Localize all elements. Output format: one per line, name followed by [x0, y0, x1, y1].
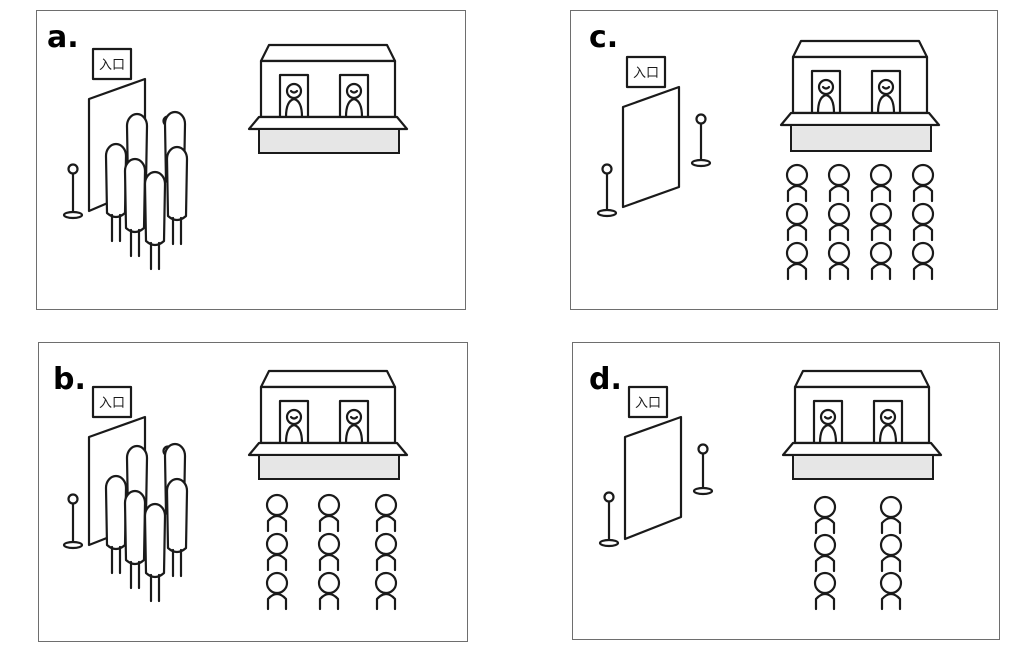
- queue-person: [317, 571, 341, 611]
- panel-c-illustration: 入口: [596, 39, 941, 281]
- ticket-clerk: [876, 78, 896, 115]
- panel-label: b.: [53, 362, 86, 397]
- panel-label: d.: [589, 362, 622, 397]
- entrance-crowd: [104, 442, 189, 603]
- entrance-door: [621, 85, 681, 209]
- ticket-clerk: [818, 408, 838, 445]
- ticket-clerk: [284, 82, 304, 119]
- queue-person: [785, 163, 809, 203]
- queue-person: [813, 495, 837, 535]
- queue-person: [911, 202, 935, 242]
- queue-person: [265, 571, 289, 611]
- panel-a-illustration: 入口: [62, 43, 409, 271]
- panel-b: b. 入口: [38, 342, 468, 642]
- ticket-queue: [813, 495, 903, 611]
- queue-person: [785, 202, 809, 242]
- panel-d-illustration: 入口: [598, 369, 943, 611]
- entrance-sign-text: 入口: [99, 58, 125, 73]
- entrance-door: [623, 415, 683, 541]
- entrance-sign-text: 入口: [635, 396, 661, 411]
- panel-a: a. 入口: [36, 10, 466, 310]
- ticket-clerk: [344, 408, 364, 445]
- queue-person: [879, 533, 903, 573]
- stanchion-post: [62, 493, 84, 550]
- queue-person: [317, 532, 341, 572]
- panel-label: a.: [47, 20, 79, 55]
- entrance-sign: 入口: [91, 47, 133, 81]
- queue-person: [827, 241, 851, 281]
- queue-person: [374, 493, 398, 533]
- entrance-sign: 入口: [627, 385, 669, 419]
- queue-person: [813, 571, 837, 611]
- queue-person: [785, 241, 809, 281]
- entrance-sign-text: 入口: [633, 66, 659, 81]
- stanchion-post: [692, 443, 714, 496]
- panel-d: d. 入口: [572, 342, 1000, 640]
- ticket-booth: [247, 43, 409, 154]
- queue-person: [869, 163, 893, 203]
- panel-b-illustration: 入口: [62, 369, 409, 611]
- queue-person: [879, 571, 903, 611]
- queue-person: [879, 495, 903, 535]
- entrance-sign-text: 入口: [99, 396, 125, 411]
- queue-person: [265, 532, 289, 572]
- entrance-sign: 入口: [625, 55, 667, 89]
- ticket-booth: [247, 369, 409, 480]
- panel-label: c.: [589, 20, 619, 55]
- ticket-clerk: [344, 82, 364, 119]
- queue-person: [869, 241, 893, 281]
- ticket-queue: [265, 493, 398, 611]
- ticket-clerk: [878, 408, 898, 445]
- entrance-crowd: [104, 110, 189, 271]
- queue-person: [869, 202, 893, 242]
- stanchion-post: [598, 491, 620, 548]
- ticket-clerk: [816, 78, 836, 115]
- ticket-clerk: [284, 408, 304, 445]
- queue-person: [265, 493, 289, 533]
- stanchion-post: [62, 163, 84, 220]
- entrance-sign: 入口: [91, 385, 133, 419]
- queue-person: [827, 202, 851, 242]
- ticket-booth: [781, 369, 943, 480]
- queue-person: [813, 533, 837, 573]
- ticket-booth: [779, 39, 941, 152]
- ticket-queue: [785, 163, 935, 281]
- stanchion-post: [690, 113, 712, 168]
- queue-person: [374, 532, 398, 572]
- queue-person: [317, 493, 341, 533]
- queue-person: [827, 163, 851, 203]
- queue-person: [911, 163, 935, 203]
- queue-person: [911, 241, 935, 281]
- stanchion-post: [596, 163, 618, 218]
- queue-person: [374, 571, 398, 611]
- panel-c: c. 入口: [570, 10, 998, 310]
